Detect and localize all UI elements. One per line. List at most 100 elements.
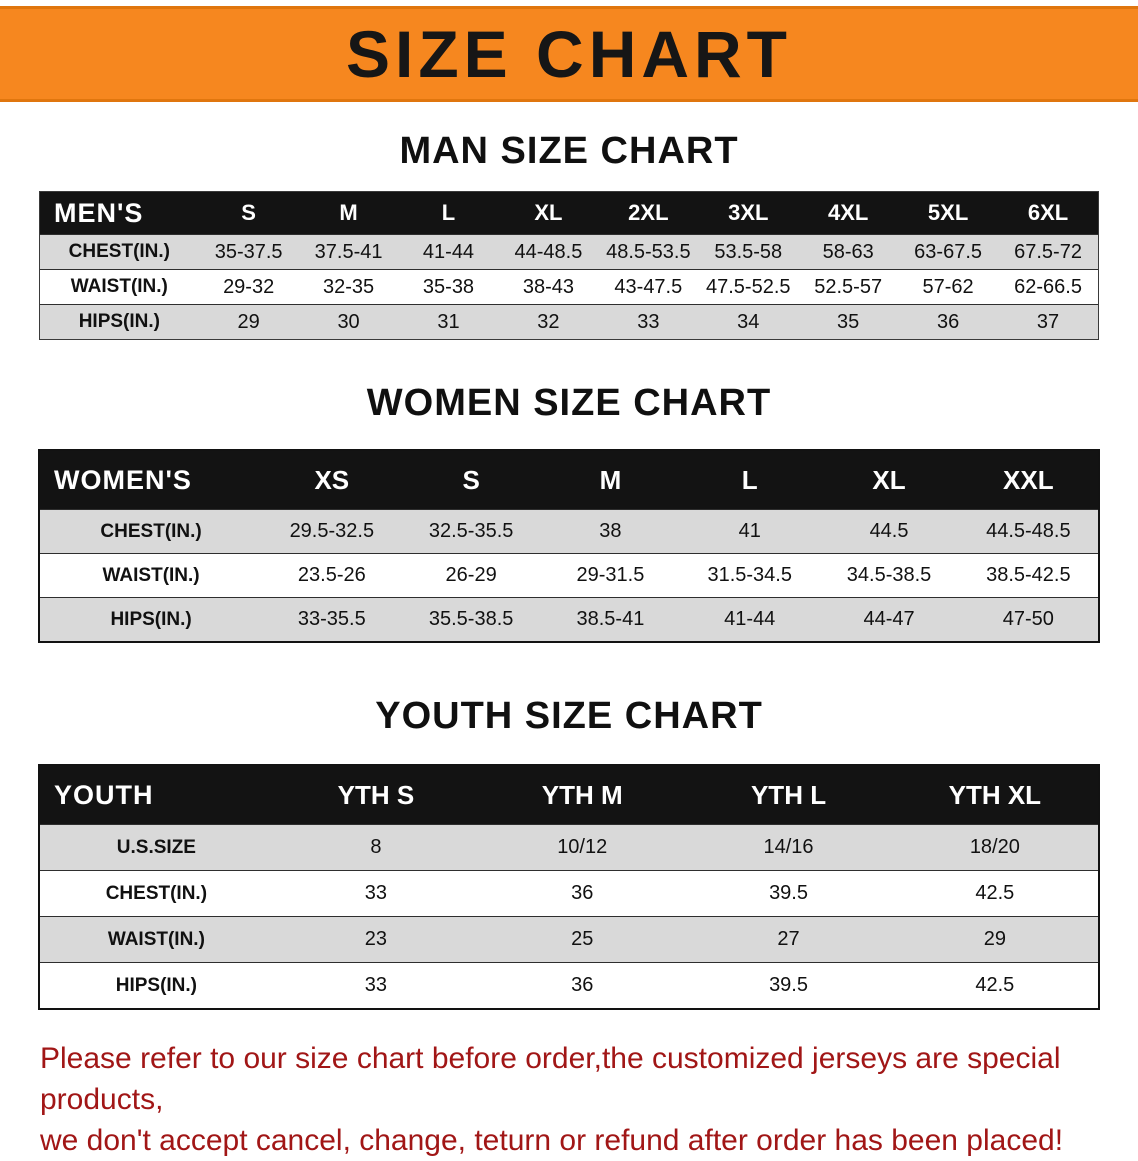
header-cell: YTH XL bbox=[948, 779, 1042, 810]
size-cell: 38-43 bbox=[522, 275, 574, 298]
size-cell: 63-67.5 bbox=[914, 240, 983, 263]
size-cell: 38.5-41 bbox=[576, 608, 645, 630]
row-label-cell: WAIST(IN.) bbox=[102, 564, 200, 586]
row-label-cell: HIPS(IN.) bbox=[110, 608, 192, 630]
header-cell: XXL bbox=[1003, 464, 1054, 495]
header-cell: L bbox=[741, 464, 758, 495]
table-row: WAIST(IN.) 29-32 32-35 35-38 38-43 43-47… bbox=[40, 269, 1098, 304]
size-cell: 32-35 bbox=[322, 275, 375, 298]
size-cell: 36 bbox=[571, 974, 594, 996]
size-cell: 37.5-41 bbox=[314, 240, 383, 263]
size-cell: 39.5 bbox=[769, 882, 808, 904]
men-section-heading: MAN SIZE CHART bbox=[399, 130, 739, 172]
size-cell: 8 bbox=[370, 836, 382, 858]
disclaimer-note: Please refer to our size chart before or… bbox=[40, 1038, 1138, 1161]
size-cell: 30 bbox=[337, 310, 360, 333]
header-cell: MEN'S bbox=[54, 197, 144, 228]
header-cell: 6XL bbox=[1027, 200, 1069, 225]
table-row: HIPS(IN.) 33-35.5 35.5-38.5 38.5-41 41-4… bbox=[40, 597, 1098, 641]
size-cell: 33-35.5 bbox=[297, 608, 366, 630]
row-label-cell: WAIST(IN.) bbox=[107, 928, 205, 950]
size-cell: 29 bbox=[237, 310, 260, 333]
header-cell: 2XL bbox=[628, 200, 669, 225]
size-cell: 44-48.5 bbox=[514, 240, 583, 263]
size-cell: 41-44 bbox=[422, 240, 475, 263]
row-label-cell: CHEST(IN.) bbox=[100, 520, 202, 542]
table-row: U.S.SIZE 8 10/12 14/16 18/20 bbox=[40, 824, 1098, 870]
size-cell: 44.5 bbox=[869, 520, 909, 542]
size-cell: 37 bbox=[1036, 310, 1060, 333]
row-label-cell: HIPS(IN.) bbox=[115, 974, 198, 996]
youth-section-heading: YOUTH SIZE CHART bbox=[375, 695, 763, 737]
header-cell: WOMEN'S bbox=[54, 464, 192, 495]
men-size-table: MEN'S S M L XL 2XL 3XL 4XL 5XL 6XL CHEST… bbox=[39, 191, 1099, 340]
size-cell: 41-44 bbox=[724, 608, 776, 630]
header-cell: 5XL bbox=[927, 200, 969, 225]
men-table-header-row: MEN'S S M L XL 2XL 3XL 4XL 5XL 6XL bbox=[40, 192, 1098, 234]
youth-table-header-row: YOUTH YTH S YTH M YTH L YTH XL bbox=[40, 766, 1098, 824]
size-cell: 38 bbox=[599, 520, 622, 542]
women-section-heading: WOMEN SIZE CHART bbox=[366, 382, 772, 424]
size-cell: 25 bbox=[571, 928, 594, 950]
size-cell: 53.5-58 bbox=[714, 240, 783, 263]
row-label-cell: HIPS(IN.) bbox=[78, 311, 160, 332]
disclaimer-line-1: Please refer to our size chart before or… bbox=[40, 1042, 1061, 1116]
size-cell: 62-66.5 bbox=[1014, 275, 1082, 298]
size-cell: 29-31.5 bbox=[576, 564, 645, 586]
header-cell: 3XL bbox=[728, 200, 769, 225]
row-label-cell: U.S.SIZE bbox=[116, 836, 196, 858]
header-cell: YTH S bbox=[337, 779, 415, 810]
youth-size-table: YOUTH YTH S YTH M YTH L YTH XL U.S.SIZE … bbox=[38, 764, 1100, 1010]
size-cell: 34 bbox=[737, 310, 760, 333]
disclaimer-line-2: we don't accept cancel, change, teturn o… bbox=[40, 1124, 1064, 1157]
size-cell: 29.5-32.5 bbox=[289, 520, 375, 542]
size-cell: 47.5-52.5 bbox=[706, 275, 791, 298]
size-cell: 31 bbox=[437, 310, 460, 333]
size-cell: 58-63 bbox=[822, 240, 874, 263]
header-cell: XL bbox=[534, 200, 563, 225]
size-cell: 57-62 bbox=[922, 275, 974, 298]
table-row: HIPS(IN.) 33 36 39.5 42.5 bbox=[40, 962, 1098, 1008]
header-cell: L bbox=[441, 200, 456, 225]
size-cell: 35-38 bbox=[422, 275, 475, 298]
size-cell: 29-32 bbox=[223, 275, 275, 298]
size-cell: 39.5 bbox=[769, 974, 808, 996]
size-cell: 32 bbox=[537, 310, 560, 333]
page-title: SIZE CHART bbox=[346, 17, 792, 91]
header-cell: YOUTH bbox=[54, 779, 154, 810]
header-cell: M bbox=[339, 200, 358, 225]
size-cell: 23.5-26 bbox=[297, 564, 366, 586]
header-cell: 4XL bbox=[828, 200, 869, 225]
table-row: CHEST(IN.) 29.5-32.5 32.5-35.5 38 41 44.… bbox=[40, 509, 1098, 553]
size-cell: 27 bbox=[777, 928, 800, 950]
size-cell: 43-47.5 bbox=[614, 275, 683, 298]
women-table-header-row: WOMEN'S XS S M L XL XXL bbox=[40, 451, 1098, 509]
size-cell: 33 bbox=[364, 974, 388, 996]
header-cell: M bbox=[599, 464, 622, 495]
size-cell: 10/12 bbox=[557, 836, 608, 858]
size-cell: 35-37.5 bbox=[214, 240, 283, 263]
size-cell: 48.5-53.5 bbox=[606, 240, 691, 263]
row-label-cell: CHEST(IN.) bbox=[68, 241, 170, 262]
header-cell: YTH L bbox=[750, 779, 827, 810]
header-cell: S bbox=[462, 464, 480, 495]
size-cell: 38.5-42.5 bbox=[986, 564, 1071, 586]
size-cell: 23 bbox=[364, 928, 388, 950]
size-cell: 52.5-57 bbox=[814, 275, 883, 298]
header-cell: S bbox=[241, 200, 256, 225]
size-cell: 14/16 bbox=[763, 836, 814, 858]
title-banner: SIZE CHART bbox=[0, 6, 1138, 102]
size-cell: 18/20 bbox=[969, 836, 1020, 858]
women-size-table: WOMEN'S XS S M L XL XXL CHEST(IN.) 29.5-… bbox=[38, 449, 1100, 643]
row-label-cell: WAIST(IN.) bbox=[70, 276, 168, 297]
size-cell: 36 bbox=[571, 882, 594, 904]
header-cell: XL bbox=[872, 464, 906, 495]
size-cell: 31.5-34.5 bbox=[707, 564, 792, 586]
table-row: CHEST(IN.) 33 36 39.5 42.5 bbox=[40, 870, 1098, 916]
size-cell: 29 bbox=[983, 928, 1006, 950]
row-label-cell: CHEST(IN.) bbox=[105, 882, 208, 904]
size-cell: 34.5-38.5 bbox=[846, 564, 932, 586]
size-cell: 32.5-35.5 bbox=[428, 520, 514, 542]
size-cell: 44.5-48.5 bbox=[986, 520, 1071, 542]
size-cell: 35.5-38.5 bbox=[428, 608, 514, 630]
